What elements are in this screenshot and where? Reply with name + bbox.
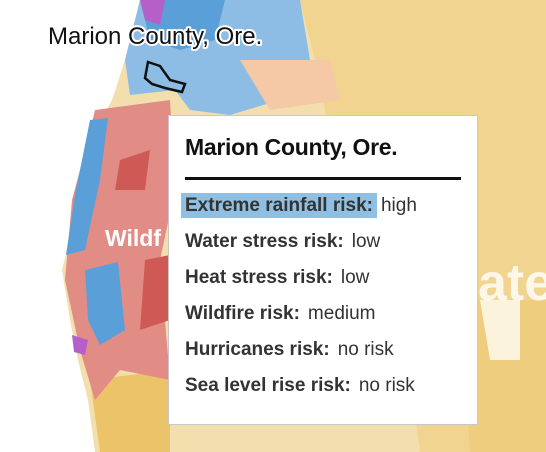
risk-list: Extreme rainfall risk: high Water stress r… — [181, 193, 461, 411]
background-label: Wildf — [105, 225, 161, 251]
tooltip: Marion County, Ore. Extreme rainfall ris… — [168, 115, 478, 425]
region-purple — [72, 335, 88, 355]
risk-value: no risk — [337, 339, 394, 360]
risk-row: Extreme rainfall risk: high — [181, 193, 461, 231]
risk-row: Sea level rise risk: no risk — [185, 375, 461, 411]
map-label: Marion County, Ore. — [48, 23, 262, 50]
risk-row: Hurricanes risk: no risk — [185, 339, 461, 375]
tooltip-title: Marion County, Ore. — [185, 134, 398, 160]
risk-row: Heat stress risk: low — [185, 267, 461, 303]
county-outline — [143, 60, 187, 94]
region-peach — [240, 60, 340, 110]
divider — [185, 177, 461, 180]
risk-label: Sea level rise risk: — [185, 375, 351, 396]
background-label: ater — [478, 254, 546, 312]
risk-label: Hurricanes risk: — [185, 339, 330, 360]
risk-label: Wildfire risk: — [185, 303, 300, 324]
risk-value: low — [351, 231, 381, 252]
risk-label: Water stress risk: — [185, 231, 344, 252]
region-red-dark — [115, 150, 150, 190]
region-purple — [140, 0, 165, 25]
region-yellow-dark — [460, 300, 546, 452]
region-red-dark — [140, 255, 170, 330]
region-blue-strip — [66, 118, 108, 255]
region-orange — [90, 370, 170, 452]
risk-value: no risk — [358, 375, 415, 396]
risk-label: Heat stress risk: — [185, 267, 333, 288]
risk-value: high — [380, 195, 417, 216]
risk-label: Extreme rainfall risk: — [181, 193, 377, 218]
risk-row: Wildfire risk: medium — [185, 303, 461, 339]
risk-value: low — [340, 267, 370, 288]
region-blue-strip — [85, 262, 125, 345]
region-light — [480, 300, 520, 360]
risk-value: medium — [307, 303, 376, 324]
risk-row: Water stress risk: low — [185, 231, 461, 267]
